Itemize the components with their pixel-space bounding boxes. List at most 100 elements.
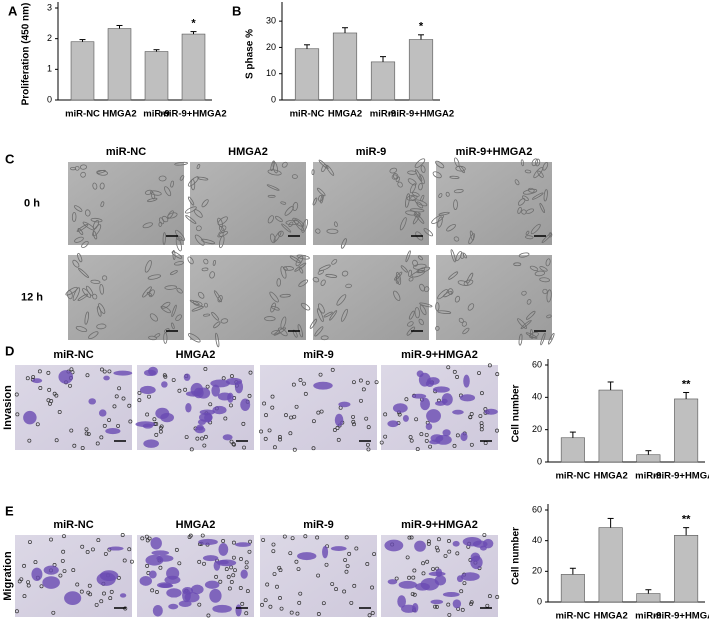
pore: [409, 535, 414, 540]
pore: [14, 392, 19, 397]
cell: [158, 217, 165, 225]
cell: [418, 183, 423, 191]
pore: [264, 413, 268, 418]
cell: [88, 331, 99, 340]
stained-cell: [58, 370, 74, 384]
pore: [479, 427, 484, 432]
pore: [116, 423, 121, 428]
pore: [427, 539, 431, 544]
cell: [520, 319, 532, 330]
pore: [335, 425, 340, 430]
error-bar: [153, 49, 160, 52]
bar: [332, 32, 358, 101]
pore: [51, 610, 56, 615]
pore: [284, 413, 288, 418]
pore: [477, 371, 481, 375]
stained-cell: [463, 374, 470, 388]
y-tick-label: 3: [47, 2, 52, 12]
pore: [410, 592, 415, 596]
stained-cell: [297, 552, 317, 561]
stained-cell: [31, 567, 43, 581]
pore: [46, 398, 51, 403]
pore: [366, 447, 371, 452]
cell: [65, 286, 78, 296]
pore: [415, 447, 420, 452]
pore: [200, 533, 205, 538]
cell: [419, 174, 425, 185]
column-header: miR-9+HMGA2: [456, 146, 533, 158]
cell: [158, 221, 163, 227]
error-bar: [607, 381, 614, 391]
pore: [58, 573, 63, 578]
pore: [244, 565, 249, 570]
pore: [379, 440, 384, 445]
pore: [263, 436, 268, 441]
pore: [265, 582, 270, 587]
pore: [22, 594, 27, 599]
cell: [96, 323, 107, 330]
y-tick-label: 30: [266, 16, 276, 26]
stained-cell: [31, 378, 43, 384]
stained-cell: [98, 409, 107, 417]
y-tick-label: 0: [271, 94, 276, 104]
cell: [542, 162, 549, 171]
error-bar: [418, 34, 424, 40]
pore: [90, 547, 95, 552]
stained-cell: [240, 398, 251, 412]
column-header: miR-9: [303, 519, 334, 531]
error-bar: [645, 450, 652, 455]
cell: [418, 318, 425, 326]
significance: **: [682, 378, 691, 390]
pore: [428, 444, 433, 449]
bar: [560, 574, 585, 603]
pore: [99, 599, 104, 604]
pore: [229, 580, 234, 584]
pore: [52, 391, 57, 396]
cell: [197, 291, 205, 299]
y-tick-label: 2: [47, 33, 52, 43]
cell: [546, 289, 552, 303]
pore: [152, 417, 157, 422]
pore: [344, 569, 349, 574]
stained-cell: [184, 592, 200, 603]
pore: [383, 412, 388, 417]
cell: [415, 213, 425, 224]
bar: [560, 437, 585, 463]
pore: [102, 423, 107, 428]
cell: [513, 262, 522, 267]
cell: [469, 230, 475, 241]
cell: [517, 318, 528, 329]
cell: [147, 197, 158, 203]
pore: [259, 429, 263, 434]
cell: [521, 290, 527, 296]
pore: [298, 378, 303, 382]
pore: [342, 589, 347, 594]
pore: [155, 590, 159, 594]
cell: [301, 219, 309, 233]
cell: [171, 251, 183, 259]
cell: [75, 325, 88, 333]
panel-letter: B: [232, 3, 241, 18]
cell: [524, 235, 534, 240]
pore: [354, 546, 359, 551]
pore: [195, 436, 200, 441]
cell: [172, 250, 176, 261]
cell: [463, 279, 474, 286]
cell: [393, 290, 401, 301]
cell: [298, 279, 309, 287]
cell: [161, 301, 171, 309]
pore: [223, 416, 228, 421]
cell: [423, 228, 434, 237]
cell: [187, 333, 201, 343]
cell: [99, 283, 104, 295]
pore: [425, 559, 430, 564]
pore: [127, 547, 132, 552]
pore: [122, 558, 127, 563]
error-bar: [683, 527, 690, 536]
cell: [525, 230, 530, 236]
pore: [447, 538, 451, 543]
pore: [227, 586, 232, 591]
cell: [408, 269, 413, 278]
y-tick-label: 20: [532, 424, 542, 434]
pore: [447, 549, 452, 554]
